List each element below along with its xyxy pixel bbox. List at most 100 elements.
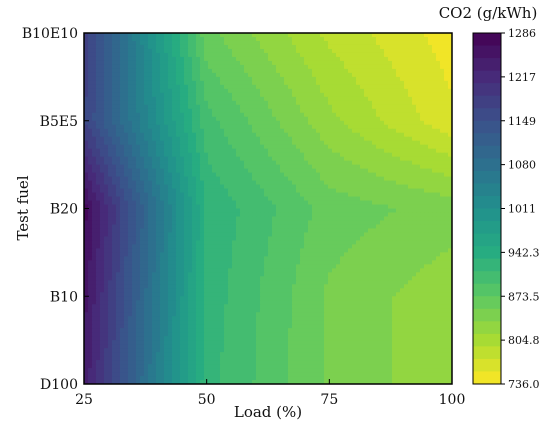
contour-cell bbox=[244, 164, 249, 170]
contour-cell bbox=[180, 232, 185, 238]
contour-cell bbox=[168, 80, 173, 86]
contour-cell bbox=[264, 108, 269, 114]
contour-cell bbox=[372, 240, 377, 245]
contour-cell bbox=[120, 60, 125, 66]
contour-cell bbox=[332, 212, 337, 218]
contour-cell bbox=[216, 104, 221, 110]
contour-cell bbox=[400, 68, 405, 74]
contour-cell bbox=[352, 172, 357, 178]
contour-cell bbox=[232, 96, 237, 102]
contour-cell bbox=[372, 196, 377, 202]
contour-cell bbox=[408, 60, 413, 66]
contour-cell bbox=[404, 120, 409, 126]
contour-cell bbox=[208, 136, 213, 142]
contour-cell bbox=[412, 124, 417, 130]
contour-cell bbox=[156, 152, 161, 158]
contour-cell bbox=[432, 132, 437, 138]
contour-cell bbox=[316, 236, 321, 242]
contour-cell bbox=[160, 76, 165, 82]
contour-cell bbox=[288, 88, 293, 94]
contour-cell bbox=[424, 180, 429, 186]
contour-cell bbox=[392, 172, 397, 178]
contour-cell bbox=[216, 44, 221, 50]
contour-cell bbox=[168, 212, 173, 218]
contour-cell bbox=[372, 88, 377, 94]
contour-cell bbox=[184, 236, 189, 242]
contour-cell bbox=[404, 220, 409, 226]
contour-cell bbox=[172, 220, 177, 226]
contour-cell bbox=[220, 180, 225, 186]
contour-cell bbox=[284, 40, 289, 46]
contour-cell bbox=[356, 136, 361, 142]
contour-cell bbox=[272, 144, 277, 150]
contour-cell bbox=[324, 84, 329, 90]
contour-cell bbox=[420, 228, 425, 234]
contour-cell bbox=[368, 68, 373, 74]
contour-cell bbox=[112, 144, 117, 150]
contour-cell bbox=[204, 108, 209, 114]
contour-cell bbox=[280, 192, 285, 198]
contour-cell bbox=[324, 176, 329, 182]
contour-cell bbox=[172, 156, 177, 162]
contour-cell bbox=[404, 92, 409, 98]
contour-cell bbox=[236, 184, 241, 190]
contour-cell bbox=[216, 112, 221, 118]
contour-cell bbox=[332, 112, 337, 118]
contour-cell bbox=[324, 80, 329, 86]
contour-cell bbox=[84, 84, 89, 90]
contour-cell bbox=[180, 64, 185, 70]
contour-cell bbox=[268, 228, 273, 234]
contour-cell bbox=[396, 136, 401, 142]
contour-cell bbox=[352, 152, 357, 158]
contour-cell bbox=[344, 156, 349, 162]
contour-cell bbox=[348, 76, 353, 82]
contour-cell bbox=[200, 52, 205, 58]
contour-cell bbox=[112, 92, 117, 98]
contour-cell bbox=[184, 208, 189, 214]
contour-cell bbox=[244, 220, 249, 226]
contour-cell bbox=[104, 144, 109, 150]
contour-cell bbox=[160, 72, 165, 78]
contour-cell bbox=[276, 76, 281, 82]
contour-cell bbox=[252, 92, 257, 98]
contour-cell bbox=[324, 112, 329, 118]
contour-cell bbox=[384, 180, 389, 186]
contour-cell bbox=[388, 44, 393, 50]
contour-cell bbox=[176, 80, 181, 86]
contour-cell bbox=[244, 52, 249, 58]
contour-cell bbox=[336, 100, 341, 106]
contour-cell bbox=[84, 248, 89, 253]
contour-cell bbox=[240, 60, 245, 66]
contour-cell bbox=[448, 108, 452, 114]
contour-cell bbox=[260, 124, 265, 130]
contour-cell bbox=[268, 56, 273, 62]
contour-cell bbox=[328, 228, 333, 234]
contour-cell bbox=[340, 176, 345, 182]
contour-cell bbox=[328, 80, 333, 86]
contour-cell bbox=[168, 36, 173, 42]
contour-cell bbox=[292, 156, 297, 162]
contour-cell bbox=[304, 140, 309, 146]
contour-cell bbox=[368, 228, 373, 234]
contour-cell bbox=[304, 148, 309, 154]
contour-cell bbox=[276, 152, 281, 158]
contour-cell bbox=[240, 232, 245, 238]
contour-cell bbox=[148, 132, 153, 138]
contour-cell bbox=[172, 52, 177, 58]
contour-cell bbox=[244, 200, 249, 206]
contour-cell bbox=[208, 156, 213, 162]
contour-cell bbox=[112, 136, 117, 142]
contour-cell bbox=[264, 200, 269, 206]
contour-cell bbox=[288, 64, 293, 70]
contour-cell bbox=[340, 124, 345, 130]
contour-cell bbox=[120, 132, 125, 138]
contour-cell bbox=[176, 108, 181, 114]
contour-cell bbox=[136, 84, 141, 90]
contour-cell bbox=[184, 180, 189, 186]
contour-cell bbox=[260, 224, 265, 230]
contour-cell bbox=[192, 116, 197, 122]
contour-cell bbox=[152, 100, 157, 106]
contour-cell bbox=[264, 116, 269, 122]
contour-cell bbox=[244, 80, 249, 86]
contour-cell bbox=[420, 216, 425, 222]
